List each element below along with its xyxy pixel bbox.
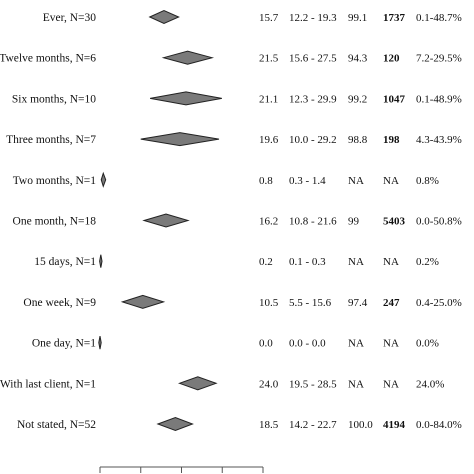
estimate-value: 19.6 bbox=[259, 134, 279, 146]
range-value: 7.2-29.5% bbox=[416, 53, 462, 65]
i2-value: NA bbox=[348, 175, 364, 187]
forest-row: Twelve months, N=6 21.5 15.6 - 27.5 94.3 120… bbox=[0, 50, 462, 65]
estimate-diamond bbox=[120, 294, 166, 309]
ci-value: 12.2 - 19.3 bbox=[289, 12, 337, 24]
row-label: With last client, N=1 bbox=[0, 378, 96, 390]
sample-size: 198 bbox=[383, 134, 400, 146]
sample-size: 1047 bbox=[383, 93, 406, 105]
range-value: 0.0% bbox=[416, 338, 439, 350]
ci-value: 0.1 - 0.3 bbox=[289, 256, 326, 268]
range-value: 24.0% bbox=[416, 378, 444, 390]
range-value: 0.8% bbox=[416, 175, 439, 187]
sample-size: 5403 bbox=[383, 216, 406, 228]
estimate-diamond bbox=[150, 91, 222, 106]
estimate-value: 18.5 bbox=[259, 419, 279, 431]
i2-value: 99 bbox=[348, 216, 360, 228]
range-value: 0.1-48.9% bbox=[416, 93, 462, 105]
forest-row: One day, N=1 0.0 0.0 - 0.0 NA NA 0.0% bbox=[32, 336, 439, 350]
i2-value: 94.3 bbox=[348, 53, 368, 65]
forest-row: Three months, N=7 19.6 10.0 - 29.2 98.8 198 4… bbox=[6, 132, 462, 147]
forest-row: One week, N=9 10.5 5.5 - 15.6 97.4 247 0.4-25… bbox=[23, 294, 462, 309]
estimate-diamond bbox=[156, 416, 194, 432]
forest-row: One month, N=18 16.2 10.8 - 21.6 99 5403 0.0-… bbox=[13, 213, 462, 228]
estimate-value: 0.0 bbox=[259, 338, 273, 350]
ci-value: 0.0 - 0.0 bbox=[289, 338, 326, 350]
row-label: Ever, N=30 bbox=[43, 12, 97, 24]
forest-row: Not stated, N=52 18.5 14.2 - 22.7 100.0 4194… bbox=[17, 416, 462, 432]
estimate-diamond bbox=[100, 171, 107, 188]
row-label: One day, N=1 bbox=[32, 338, 96, 350]
forest-row: Six months, N=10 21.1 12.3 - 29.9 99.2 1047 0… bbox=[12, 91, 462, 106]
row-label: Six months, N=10 bbox=[12, 93, 96, 105]
i2-value: 98.8 bbox=[348, 134, 368, 146]
sample-size: 1737 bbox=[383, 12, 406, 24]
range-value: 0.1-48.7% bbox=[416, 12, 462, 24]
i2-value: NA bbox=[348, 256, 364, 268]
estimate-value: 21.5 bbox=[259, 53, 279, 65]
estimate-diamond bbox=[99, 254, 103, 268]
i2-value: NA bbox=[348, 378, 364, 390]
estimate-value: 15.7 bbox=[259, 12, 279, 24]
i2-value: 99.2 bbox=[348, 93, 367, 105]
estimate-diamond bbox=[161, 50, 215, 65]
sample-size: 120 bbox=[383, 53, 400, 65]
range-value: 0.2% bbox=[416, 256, 439, 268]
estimate-diamond bbox=[142, 213, 190, 228]
ci-value: 14.2 - 22.7 bbox=[289, 419, 337, 431]
sample-size: NA bbox=[383, 378, 399, 390]
estimate-diamond bbox=[177, 376, 218, 391]
ci-value: 15.6 - 27.5 bbox=[289, 53, 337, 65]
i2-value: 100.0 bbox=[348, 419, 373, 431]
row-label: Two months, N=1 bbox=[13, 175, 97, 187]
estimate-value: 0.8 bbox=[259, 175, 273, 187]
range-value: 0.0-84.0% bbox=[416, 419, 462, 431]
i2-value: 99.1 bbox=[348, 12, 367, 24]
row-label: One month, N=18 bbox=[13, 216, 97, 228]
row-label: 15 days, N=1 bbox=[34, 256, 96, 268]
row-label: Twelve months, N=6 bbox=[0, 53, 96, 65]
ci-value: 10.0 - 29.2 bbox=[289, 134, 337, 146]
row-label: One week, N=9 bbox=[23, 297, 96, 309]
sample-size: NA bbox=[383, 338, 399, 350]
sample-size: NA bbox=[383, 256, 399, 268]
i2-value: 97.4 bbox=[348, 297, 368, 309]
range-value: 4.3-43.9% bbox=[416, 134, 462, 146]
sample-size: 4194 bbox=[383, 419, 406, 431]
i2-value: NA bbox=[348, 338, 364, 350]
forest-row: 15 days, N=1 0.2 0.1 - 0.3 NA NA 0.2% bbox=[34, 254, 439, 268]
row-label: Three months, N=7 bbox=[6, 134, 96, 146]
ci-value: 0.3 - 1.4 bbox=[289, 175, 326, 187]
x-axis bbox=[99, 466, 264, 473]
estimate-value: 24.0 bbox=[259, 378, 279, 390]
forest-row: With last client, N=1 24.0 19.5 - 28.5 NA NA… bbox=[0, 376, 444, 391]
estimate-diamond bbox=[148, 9, 180, 25]
row-label: Not stated, N=52 bbox=[17, 419, 96, 431]
forest-row: Two months, N=1 0.8 0.3 - 1.4 NA NA 0.8% bbox=[13, 171, 439, 188]
ci-value: 5.5 - 15.6 bbox=[289, 297, 332, 309]
forest-rows: Ever, N=30 15.7 12.2 - 19.3 99.1 1737 0.1-48.… bbox=[0, 9, 462, 432]
ci-value: 12.3 - 29.9 bbox=[289, 93, 337, 105]
estimate-value: 21.1 bbox=[259, 93, 278, 105]
estimate-value: 10.5 bbox=[259, 297, 279, 309]
ci-value: 10.8 - 21.6 bbox=[289, 216, 337, 228]
estimate-value: 16.2 bbox=[259, 216, 278, 228]
range-value: 0.4-25.0% bbox=[416, 297, 462, 309]
sample-size: 247 bbox=[383, 297, 400, 309]
estimate-diamond bbox=[140, 132, 220, 147]
estimate-diamond bbox=[98, 336, 102, 350]
sample-size: NA bbox=[383, 175, 399, 187]
estimate-value: 0.2 bbox=[259, 256, 273, 268]
ci-value: 19.5 - 28.5 bbox=[289, 378, 337, 390]
range-value: 0.0-50.8% bbox=[416, 216, 462, 228]
forest-row: Ever, N=30 15.7 12.2 - 19.3 99.1 1737 0.1-48.… bbox=[43, 9, 462, 25]
